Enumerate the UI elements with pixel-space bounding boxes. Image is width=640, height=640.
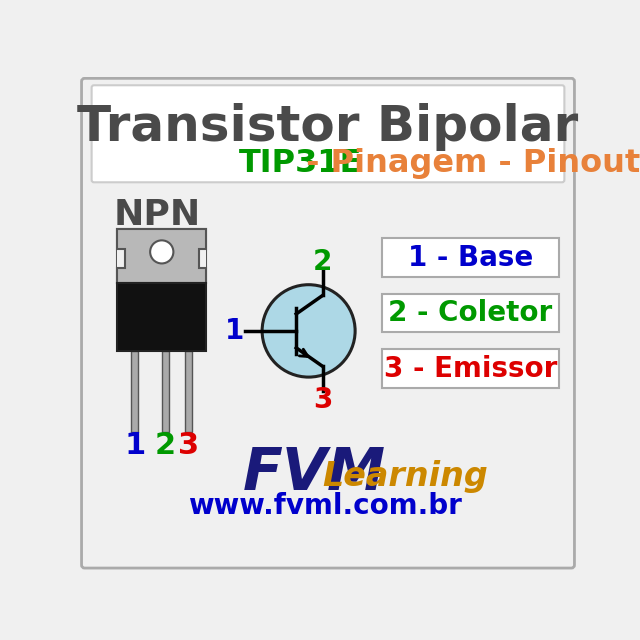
Text: 1 - Base: 1 - Base [408, 244, 533, 272]
Text: 3: 3 [313, 386, 332, 414]
Text: 3 - Emissor: 3 - Emissor [384, 355, 557, 383]
Bar [117, 229, 206, 283]
Text: NPN: NPN [114, 198, 201, 232]
Text: 3: 3 [179, 431, 200, 460]
Text: FVM: FVM [243, 445, 386, 502]
Bar [162, 351, 169, 432]
Bar [131, 351, 138, 432]
Text: TIP31E: TIP31E [239, 148, 362, 179]
FancyBboxPatch shape [382, 239, 559, 277]
Text: 2 - Coletor: 2 - Coletor [388, 299, 553, 327]
Text: - Pinagem - Pinout: - Pinagem - Pinout [296, 148, 640, 179]
Circle shape [150, 241, 173, 264]
Text: www.fvml.com.br: www.fvml.com.br [188, 492, 462, 520]
Bar [117, 283, 206, 351]
Text: Learning: Learning [323, 460, 488, 493]
FancyBboxPatch shape [382, 349, 559, 388]
Bar [198, 248, 206, 268]
Circle shape [262, 285, 355, 377]
Bar [186, 351, 193, 432]
FancyBboxPatch shape [92, 85, 564, 182]
Text: Transistor Bipolar: Transistor Bipolar [77, 103, 579, 151]
Text: 1: 1 [225, 317, 244, 345]
Text: 1: 1 [124, 431, 145, 460]
Text: 2: 2 [155, 431, 176, 460]
FancyBboxPatch shape [382, 294, 559, 332]
Text: 2: 2 [313, 248, 332, 276]
Polygon shape [117, 229, 206, 283]
FancyBboxPatch shape [81, 78, 575, 568]
Bar [117, 248, 125, 268]
